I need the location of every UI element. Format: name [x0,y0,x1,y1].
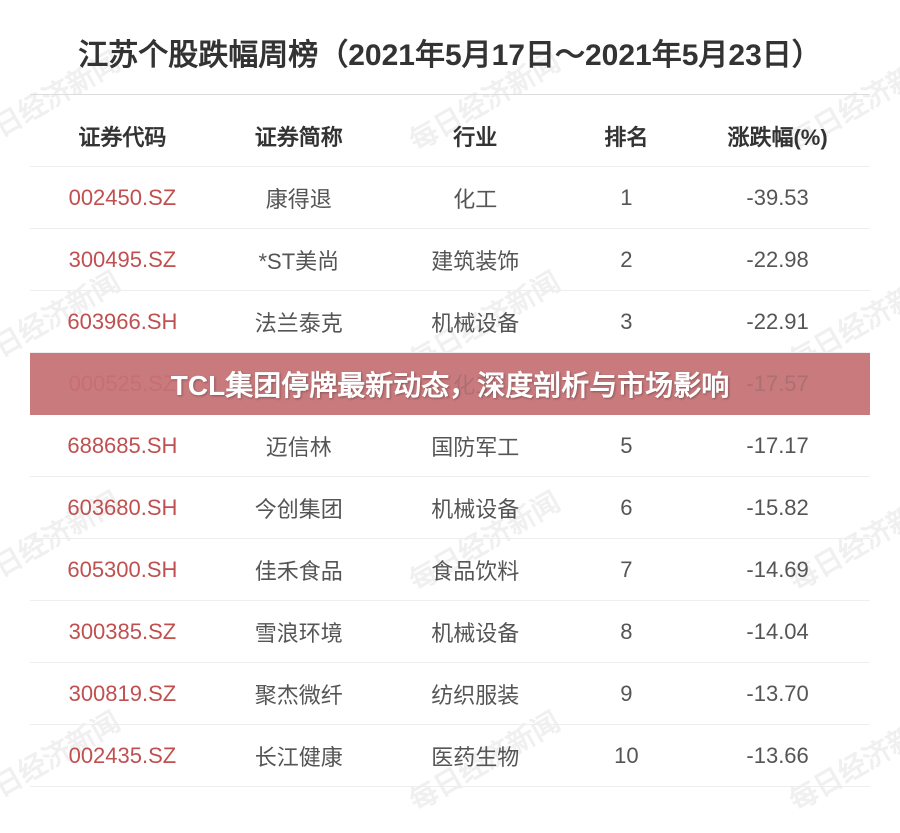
cell-rank: 1 [568,185,686,211]
banner-text: TCL集团停牌最新动态，深度剖析与市场影响 [30,364,870,404]
cell-industry: 化工 [383,182,568,214]
cell-rank: 6 [568,495,686,521]
cell-rank: 10 [568,743,686,769]
cell-change: -14.04 [685,619,870,645]
cell-code: 605300.SH [30,557,215,583]
cell-code: 002450.SZ [30,185,215,211]
cell-name: 聚杰微纤 [215,678,383,710]
cell-name: 雪浪环境 [215,616,383,648]
cell-industry: 机械设备 [383,616,568,648]
cell-industry: 机械设备 [383,492,568,524]
cell-code: 300495.SZ [30,247,215,273]
table-row: 605300.SH 佳禾食品 食品饮料 7 -14.69 [30,539,870,601]
col-header-industry: 行业 [383,120,568,152]
cell-change: -39.53 [685,185,870,211]
cell-code: 603966.SH [30,309,215,335]
cell-industry: 纺织服装 [383,678,568,710]
cell-rank: 2 [568,247,686,273]
cell-change: -13.66 [685,743,870,769]
cell-rank: 5 [568,433,686,459]
cell-rank: 3 [568,309,686,335]
cell-industry: 建筑装饰 [383,244,568,276]
col-header-name: 证券简称 [215,120,383,152]
page-title: 江苏个股跌幅周榜（2021年5月17日～2021年5月23日） [30,20,870,95]
cell-name: 康得退 [215,182,383,214]
cell-change: -22.91 [685,309,870,335]
content-container: 江苏个股跌幅周榜（2021年5月17日～2021年5月23日） 证券代码 证券简… [0,0,900,807]
cell-change: -14.69 [685,557,870,583]
cell-name: 佳禾食品 [215,554,383,586]
table-row: 603966.SH 法兰泰克 机械设备 3 -22.91 [30,291,870,353]
table-row: 603680.SH 今创集团 机械设备 6 -15.82 [30,477,870,539]
cell-industry: 机械设备 [383,306,568,338]
cell-industry: 医药生物 [383,740,568,772]
col-header-rank: 排名 [568,120,686,152]
cell-code: 688685.SH [30,433,215,459]
cell-rank: 8 [568,619,686,645]
table-row: 688685.SH 迈信林 国防军工 5 -17.17 [30,415,870,477]
col-header-change: 涨跌幅(%) [685,120,870,152]
cell-industry: 食品饮料 [383,554,568,586]
table-row: 300495.SZ *ST美尚 建筑装饰 2 -22.98 [30,229,870,291]
cell-change: -22.98 [685,247,870,273]
cell-rank: 9 [568,681,686,707]
cell-change: -15.82 [685,495,870,521]
cell-code: 603680.SH [30,495,215,521]
cell-change: -13.70 [685,681,870,707]
col-header-code: 证券代码 [30,120,215,152]
table-header-row: 证券代码 证券简称 行业 排名 涨跌幅(%) [30,105,870,167]
cell-name: 迈信林 [215,430,383,462]
cell-code: 300819.SZ [30,681,215,707]
cell-change: -17.17 [685,433,870,459]
cell-name: 今创集团 [215,492,383,524]
table-row: 300819.SZ 聚杰微纤 纺织服装 9 -13.70 [30,663,870,725]
table-row: 002450.SZ 康得退 化工 1 -39.53 [30,167,870,229]
table-row: 300385.SZ 雪浪环境 机械设备 8 -14.04 [30,601,870,663]
stock-table: 证券代码 证券简称 行业 排名 涨跌幅(%) 002450.SZ 康得退 化工 … [30,105,870,787]
cell-rank: 7 [568,557,686,583]
cell-industry: 国防军工 [383,430,568,462]
table-row: 002435.SZ 长江健康 医药生物 10 -13.66 [30,725,870,787]
overlay-banner-row: 000525.SZ 化工 4 -17.57 TCL集团停牌最新动态，深度剖析与市… [30,353,870,415]
cell-code: 300385.SZ [30,619,215,645]
cell-code: 002435.SZ [30,743,215,769]
cell-name: *ST美尚 [215,244,383,276]
cell-name: 长江健康 [215,740,383,772]
cell-name: 法兰泰克 [215,306,383,338]
